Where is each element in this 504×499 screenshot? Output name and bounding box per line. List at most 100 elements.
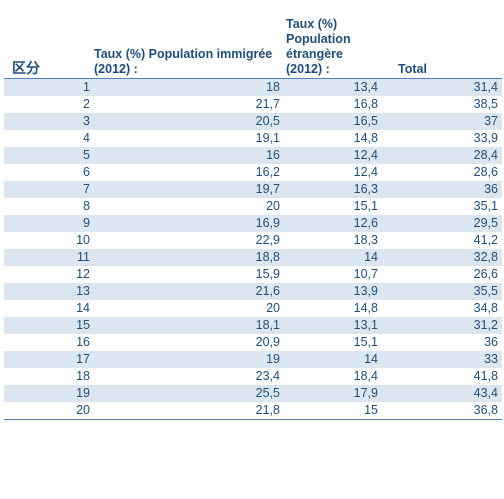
cell-immigrant-rate: 19,1 <box>255 131 280 145</box>
cell-total: 34,8 <box>473 301 498 315</box>
cell-immigrant-rate: 20 <box>266 301 280 315</box>
cell-district: 11 <box>4 249 92 266</box>
cell-district: 3 <box>4 113 92 130</box>
cell-immigrant-rate: 21,7 <box>255 97 280 111</box>
cell-foreign-rate: 17,9 <box>284 385 382 402</box>
cell-foreign-rate: 15,1 <box>353 335 378 349</box>
cell-total: 36 <box>382 181 502 198</box>
data-table-container: 区分 Taux (%) Population immigrée (2012) :… <box>4 0 502 420</box>
cell-foreign-rate: 18,3 <box>353 233 378 247</box>
table-row: 10 22,9 18,3 41,2 <box>4 232 502 249</box>
cell-foreign-rate: 13,4 <box>284 78 382 96</box>
cell-foreign-rate: 14,8 <box>353 301 378 315</box>
cell-foreign-rate: 13,9 <box>284 283 382 300</box>
table-row: 20 21,8 15 36,8 <box>4 402 502 420</box>
cell-total: 26,6 <box>473 267 498 281</box>
cell-foreign-rate: 14 <box>284 351 382 368</box>
cell-district: 20 <box>4 402 92 420</box>
cell-foreign-rate: 18,4 <box>353 369 378 383</box>
table-row: 18 23,4 18,4 41,8 <box>4 368 502 385</box>
cell-foreign-rate: 15 <box>284 402 382 420</box>
cell-total: 31,2 <box>382 317 502 334</box>
cell-immigrant-rate: 25,5 <box>92 385 284 402</box>
table-row: 6 16,2 12,4 28,6 <box>4 164 502 181</box>
cell-district: 1 <box>4 78 92 96</box>
cell-total: 33 <box>382 351 502 368</box>
cell-foreign-rate: 14 <box>284 249 382 266</box>
cell-immigrant-rate: 21,6 <box>92 283 284 300</box>
cell-total: 43,4 <box>382 385 502 402</box>
table-row: 13 21,6 13,9 35,5 <box>4 283 502 300</box>
cell-immigrant-rate: 16,2 <box>255 165 280 179</box>
table-row: 19 25,5 17,9 43,4 <box>4 385 502 402</box>
cell-immigrant-rate: 20,5 <box>92 113 284 130</box>
header-district: 区分 <box>4 0 92 79</box>
cell-foreign-rate: 13,1 <box>284 317 382 334</box>
cell-immigrant-rate: 16,9 <box>92 215 284 232</box>
cell-immigrant-rate: 15,9 <box>255 267 280 281</box>
table-row: 14 20 14,8 34,8 <box>4 300 502 317</box>
cell-total: 41,2 <box>473 233 498 247</box>
cell-total: 36,8 <box>382 402 502 420</box>
cell-district: 4 <box>83 131 90 145</box>
table-row: 4 19,1 14,8 33,9 <box>4 130 502 147</box>
immigration-rate-table: 区分 Taux (%) Population immigrée (2012) :… <box>4 0 502 420</box>
cell-total: 31,4 <box>382 78 502 96</box>
cell-foreign-rate: 16,8 <box>353 97 378 111</box>
cell-district: 7 <box>4 181 92 198</box>
cell-foreign-rate: 10,7 <box>353 267 378 281</box>
cell-immigrant-rate: 20,9 <box>255 335 280 349</box>
header-total: Total <box>382 0 502 79</box>
cell-district: 5 <box>4 147 92 164</box>
cell-total: 41,8 <box>473 369 498 383</box>
cell-district: 6 <box>83 165 90 179</box>
cell-district: 16 <box>76 335 90 349</box>
table-row: 8 20 15,1 35,1 <box>4 198 502 215</box>
table-row: 9 16,9 12,6 29,5 <box>4 215 502 232</box>
cell-total: 36 <box>484 335 498 349</box>
cell-immigrant-rate: 23,4 <box>255 369 280 383</box>
cell-immigrant-rate: 20 <box>266 199 280 213</box>
cell-immigrant-rate: 22,9 <box>255 233 280 247</box>
cell-foreign-rate: 12,4 <box>353 165 378 179</box>
cell-district: 8 <box>83 199 90 213</box>
table-row: 11 18,8 14 32,8 <box>4 249 502 266</box>
cell-foreign-rate: 16,5 <box>284 113 382 130</box>
cell-district: 19 <box>4 385 92 402</box>
table-row: 12 15,9 10,7 26,6 <box>4 266 502 283</box>
cell-immigrant-rate: 19,7 <box>92 181 284 198</box>
cell-district: 12 <box>76 267 90 281</box>
table-body: 1 18 13,4 31,4 2 21,7 16,8 38,5 3 20,5 16,5 37 4 19,1… <box>4 78 502 420</box>
cell-district: 18 <box>76 369 90 383</box>
cell-immigrant-rate: 19 <box>92 351 284 368</box>
table-row: 5 16 12,4 28,4 <box>4 147 502 164</box>
cell-total: 37 <box>382 113 502 130</box>
cell-foreign-rate: 12,6 <box>284 215 382 232</box>
table-row: 17 19 14 33 <box>4 351 502 368</box>
cell-district: 17 <box>4 351 92 368</box>
cell-foreign-rate: 14,8 <box>353 131 378 145</box>
cell-foreign-rate: 12,4 <box>284 147 382 164</box>
cell-total: 33,9 <box>473 131 498 145</box>
cell-total: 28,6 <box>473 165 498 179</box>
cell-total: 28,4 <box>382 147 502 164</box>
cell-immigrant-rate: 18,8 <box>92 249 284 266</box>
cell-district: 15 <box>4 317 92 334</box>
cell-district: 13 <box>4 283 92 300</box>
table-row: 15 18,1 13,1 31,2 <box>4 317 502 334</box>
cell-district: 10 <box>76 233 90 247</box>
cell-foreign-rate: 15,1 <box>353 199 378 213</box>
cell-district: 2 <box>83 97 90 111</box>
cell-immigrant-rate: 21,8 <box>92 402 284 420</box>
cell-total: 32,8 <box>382 249 502 266</box>
table-row: 16 20,9 15,1 36 <box>4 334 502 351</box>
cell-total: 38,5 <box>473 97 498 111</box>
cell-immigrant-rate: 18,1 <box>92 317 284 334</box>
cell-foreign-rate: 16,3 <box>284 181 382 198</box>
cell-total: 35,1 <box>473 199 498 213</box>
table-row: 1 18 13,4 31,4 <box>4 78 502 96</box>
header-immigrant-rate: Taux (%) Population immigrée (2012) : <box>92 0 284 79</box>
cell-total: 29,5 <box>382 215 502 232</box>
table-row: 2 21,7 16,8 38,5 <box>4 96 502 113</box>
cell-total: 35,5 <box>382 283 502 300</box>
